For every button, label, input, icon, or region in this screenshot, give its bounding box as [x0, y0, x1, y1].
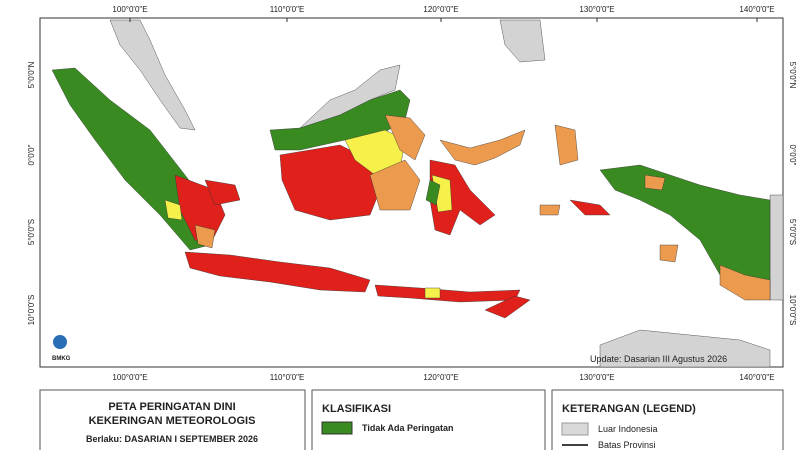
lon-label: 140°0'0"E — [739, 5, 774, 14]
sulawesi-central — [429, 159, 496, 236]
bangka — [204, 179, 241, 206]
lon-label: 140°0'0"E — [739, 373, 774, 382]
legend-title: KETERANGAN (LEGEND) — [562, 403, 696, 415]
class-label: Tidak Ada Peringatan — [362, 423, 454, 433]
lon-label: 120°0'0"E — [423, 373, 458, 382]
timor — [484, 295, 531, 319]
class-swatch — [321, 421, 353, 435]
nt-yellow — [424, 287, 441, 299]
panel-title: PETA PERINGATAN DINI — [108, 401, 235, 413]
logo-text: BMKG — [52, 356, 71, 362]
update-note: Update: Dasarian III Agustus 2026 — [590, 354, 727, 364]
logo-mark — [53, 335, 67, 349]
java — [184, 251, 371, 293]
legend-panel — [551, 389, 784, 450]
class-panel — [311, 389, 546, 450]
panel-title: KEKERINGAN METEOROLOGIS — [89, 415, 256, 427]
lat-label: 10°0'0"S — [27, 295, 36, 326]
sulawesi-north — [439, 129, 526, 166]
lat-label: 5°0'0"N — [788, 62, 797, 89]
lon-label: 100°0'0"E — [112, 5, 147, 14]
papua-south — [719, 264, 771, 301]
class-title: KLASIFIKASI — [322, 403, 391, 415]
aru — [659, 244, 679, 263]
png — [769, 194, 784, 301]
halmahera — [554, 124, 579, 166]
lon-label: 100°0'0"E — [112, 373, 147, 382]
seram-east — [569, 199, 611, 216]
lon-label: 130°0'0"E — [579, 373, 614, 382]
lat-label: 10°0'0"S — [788, 295, 797, 326]
legend-swatch — [561, 422, 589, 436]
lon-label: 130°0'0"E — [579, 5, 614, 14]
logo: BMKG — [52, 335, 71, 362]
valid-date: Berlaku: DASARIAN I SEPTEMBER 2026 — [86, 434, 258, 444]
malaysia — [109, 19, 196, 131]
legend-label: Batas Provinsi — [598, 440, 656, 450]
papua-bird — [644, 174, 666, 191]
legend-label: Luar Indonesia — [598, 424, 658, 434]
map-shapes — [51, 19, 784, 368]
kaltara — [384, 114, 426, 161]
lon-label: 120°0'0"E — [423, 5, 458, 14]
sulawesi-green — [425, 179, 441, 206]
lat-label: 5°0'0"S — [788, 219, 797, 245]
lampung — [194, 224, 216, 249]
lat-label: 5°0'0"S — [27, 219, 36, 245]
australia — [599, 329, 771, 368]
lon-label: 110°0'0"E — [270, 373, 305, 382]
title-panel — [39, 389, 306, 450]
lon-label: 110°0'0"E — [270, 5, 305, 14]
philippines — [499, 19, 546, 63]
lat-label: 5°0'0"N — [27, 61, 36, 88]
lat-label: 0°0'0" — [788, 145, 797, 166]
seram — [539, 204, 561, 216]
sumatra-yellow — [164, 199, 183, 221]
lat-label: 0°0'0" — [27, 144, 36, 165]
kalimantan-east-o — [369, 159, 421, 211]
